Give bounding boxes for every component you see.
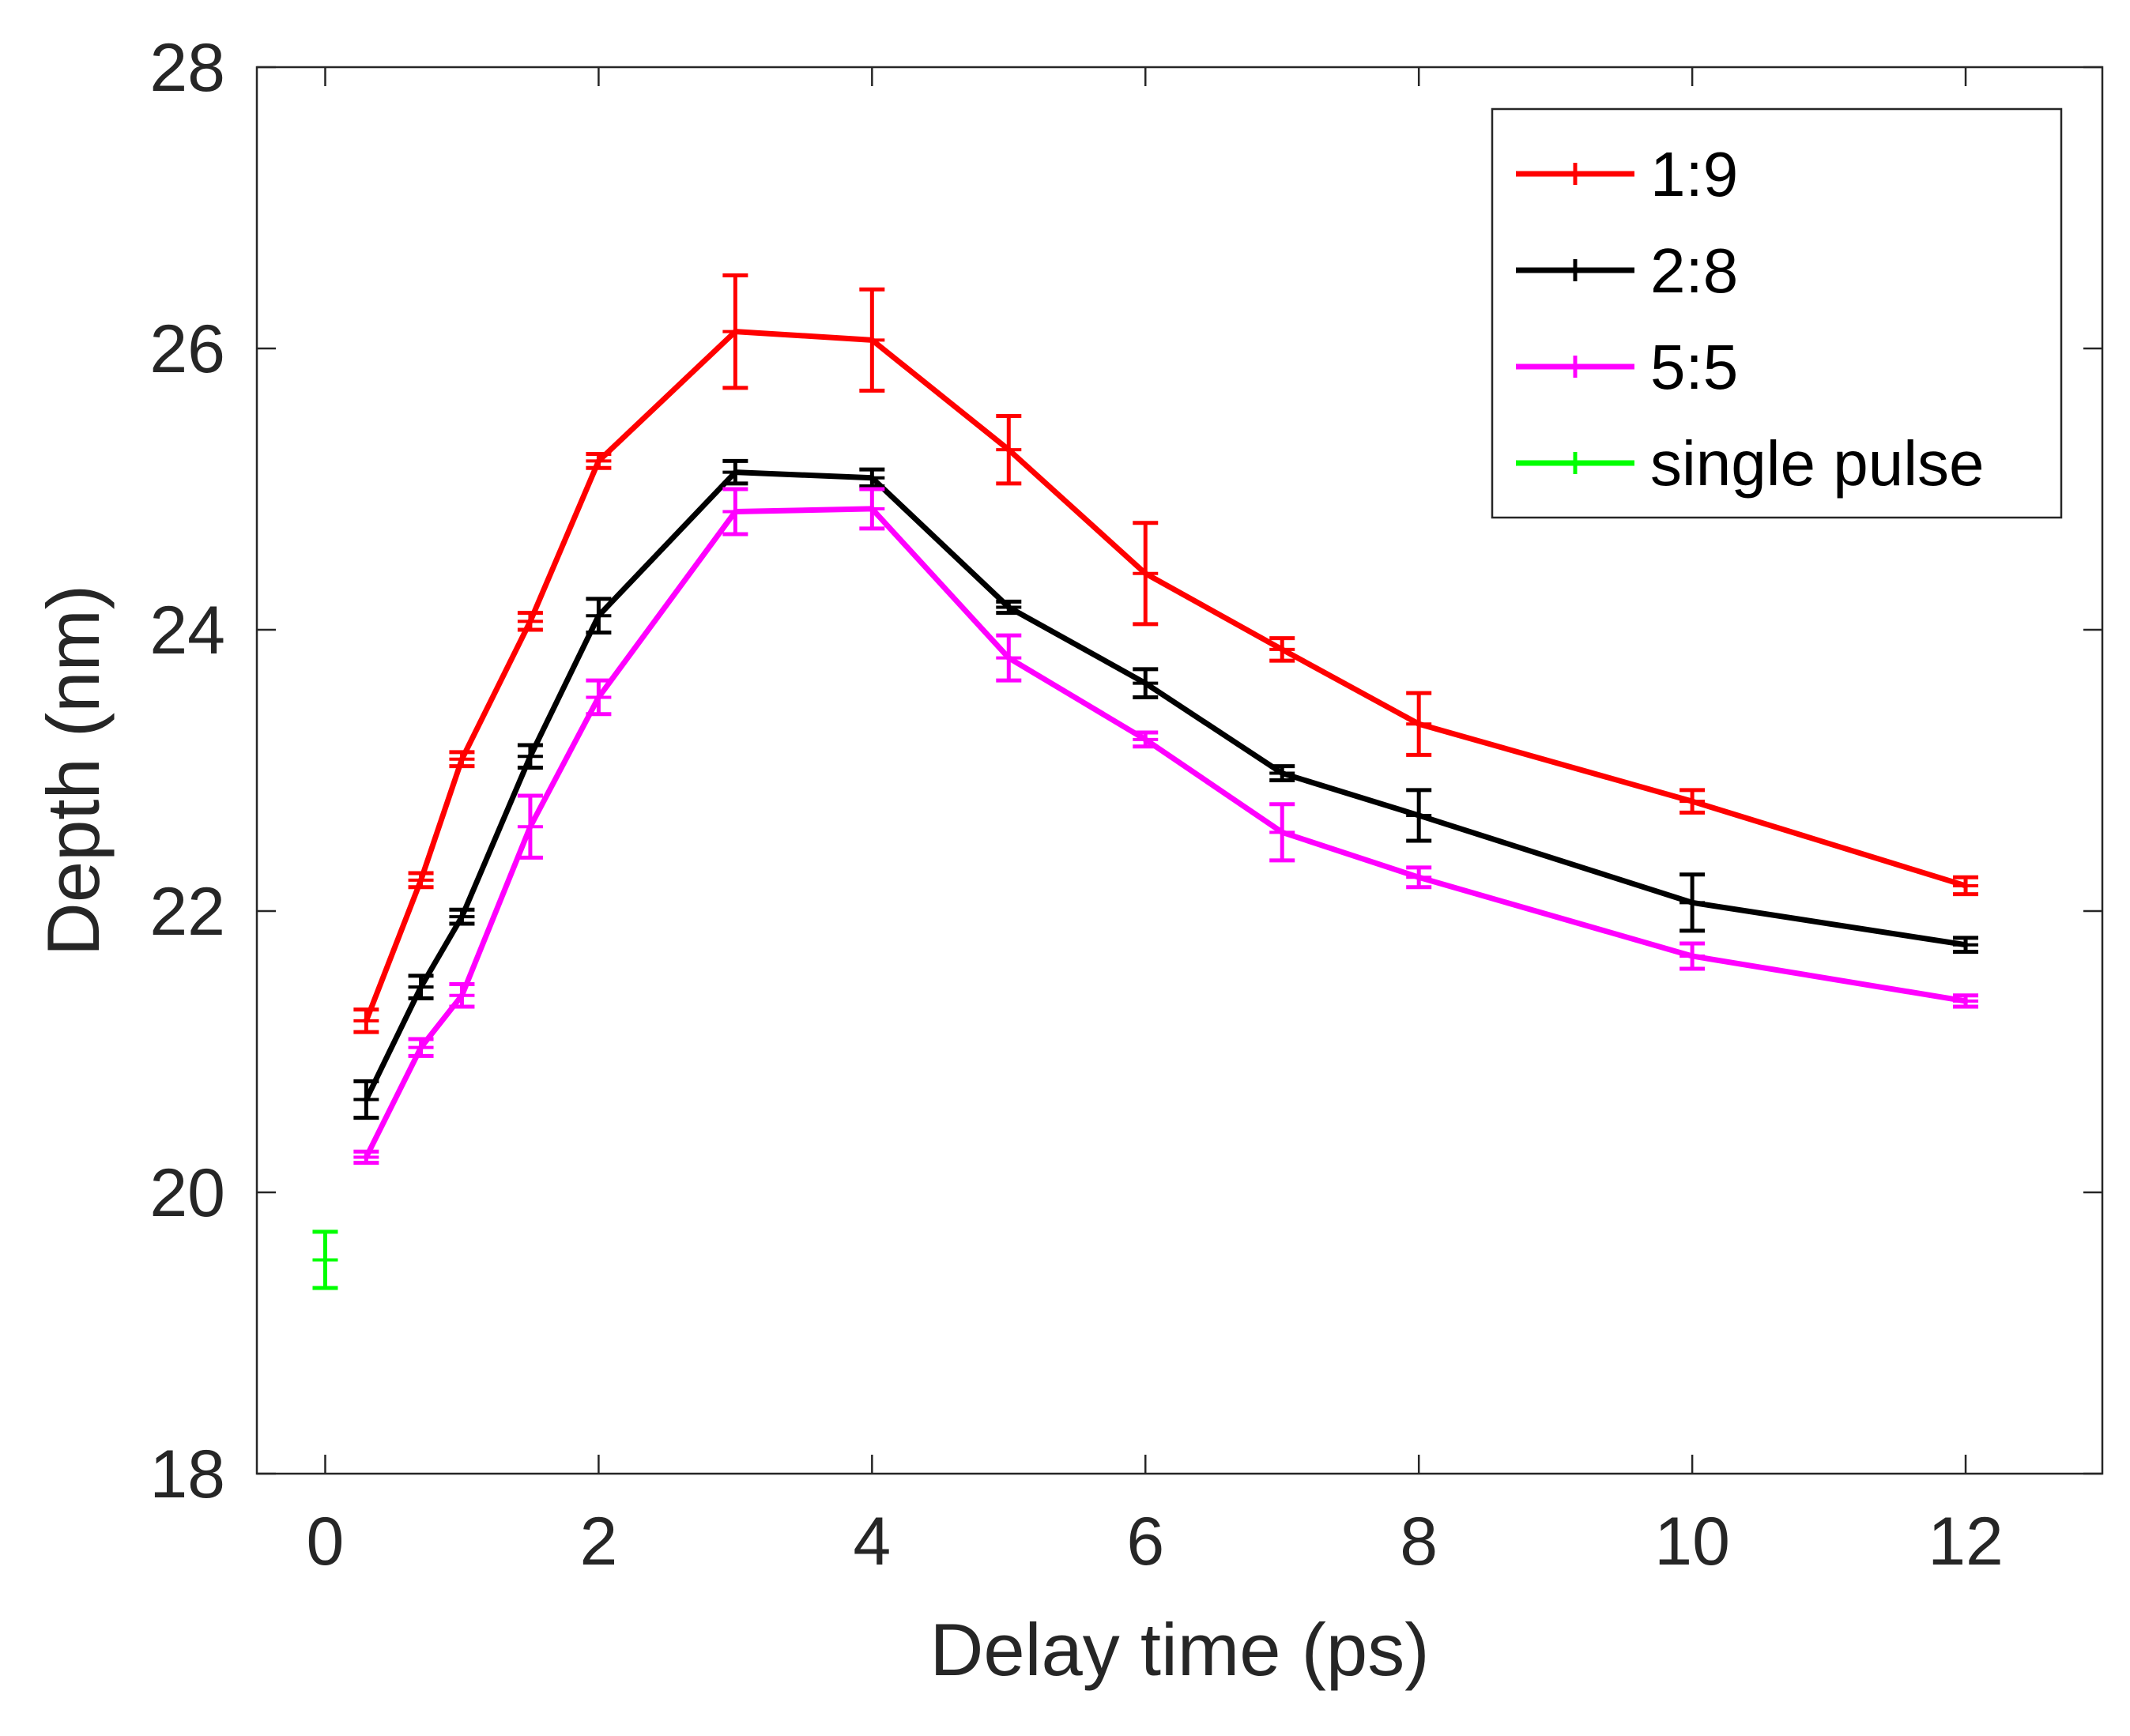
series-2-8	[353, 458, 1979, 1120]
y-tick-label: 24	[149, 593, 225, 668]
x-tick-label: 0	[307, 1504, 345, 1580]
x-tick-label: 2	[579, 1504, 617, 1580]
error-bar	[1406, 691, 1432, 757]
legend-label: single pulse	[1650, 428, 1985, 499]
error-bar	[1133, 667, 1159, 699]
error-bar	[1269, 636, 1295, 663]
error-bar	[859, 487, 885, 531]
error-bar	[722, 487, 748, 537]
legend-label: 1:9	[1650, 139, 1738, 209]
error-bar	[517, 611, 543, 632]
error-bar	[1406, 865, 1432, 890]
legend-item-2-8: 2:8	[1516, 235, 1738, 306]
error-bar	[449, 982, 475, 1009]
series-layer	[312, 273, 1979, 1290]
error-bar	[722, 273, 748, 390]
error-bar	[517, 743, 543, 770]
x-tick-label: 12	[1928, 1504, 2004, 1580]
series-single-pulse	[312, 1230, 338, 1290]
error-bar	[1679, 872, 1706, 933]
error-bar	[408, 871, 434, 890]
y-tick-label: 28	[149, 30, 225, 106]
error-bar	[449, 750, 475, 769]
legend-label: 2:8	[1650, 235, 1738, 306]
y-tick-label: 22	[149, 874, 225, 950]
y-tick-label: 26	[149, 311, 225, 387]
x-tick-label: 4	[853, 1504, 891, 1580]
x-axis-title: Delay time (ps)	[929, 1608, 1429, 1691]
y-tick-label: 20	[149, 1155, 225, 1231]
error-bar	[586, 678, 612, 717]
error-bar	[353, 1079, 379, 1120]
legend-label: 5:5	[1650, 332, 1738, 402]
error-bar	[1133, 730, 1159, 749]
error-bar	[1953, 993, 1979, 1009]
error-bar	[408, 973, 434, 1000]
error-bar	[859, 287, 885, 393]
error-bar	[1953, 875, 1979, 897]
error-bar	[1953, 936, 1979, 955]
error-bar	[408, 1037, 434, 1058]
error-bar	[1406, 788, 1432, 843]
legend-item-5-5: 5:5	[1516, 332, 1738, 402]
error-bar	[353, 1149, 379, 1165]
error-bar	[996, 413, 1022, 486]
error-bar	[353, 1007, 379, 1034]
series-1-9	[353, 273, 1979, 1034]
legend: 1:9 2:8 5:5 single pulse	[1491, 107, 2063, 519]
x-tick-label: 8	[1400, 1504, 1438, 1580]
error-bar	[996, 599, 1022, 616]
error-bar	[586, 597, 612, 635]
error-bar	[1679, 788, 1706, 815]
x-tick-label: 6	[1126, 1504, 1164, 1580]
error-bar	[449, 907, 475, 926]
error-bar	[1269, 802, 1295, 863]
error-bar	[517, 793, 543, 860]
error-bar	[722, 458, 748, 486]
legend-item-single-pulse: single pulse	[1516, 428, 1985, 499]
error-bar	[1679, 941, 1706, 971]
error-bar	[996, 633, 1022, 683]
error-bar	[1133, 521, 1159, 627]
series-5-5	[353, 487, 1979, 1165]
error-bar	[1269, 764, 1295, 782]
error-bar	[586, 452, 612, 470]
legend-box	[1491, 107, 2063, 519]
plot-frame	[255, 66, 2104, 1475]
y-axis-title: Depth (nm)	[32, 585, 115, 956]
error-bar	[312, 1230, 338, 1290]
error-bar	[859, 467, 885, 488]
legend-item-1-9: 1:9	[1516, 139, 1738, 209]
x-tick-label: 10	[1654, 1504, 1730, 1580]
y-tick-label: 18	[149, 1437, 225, 1512]
